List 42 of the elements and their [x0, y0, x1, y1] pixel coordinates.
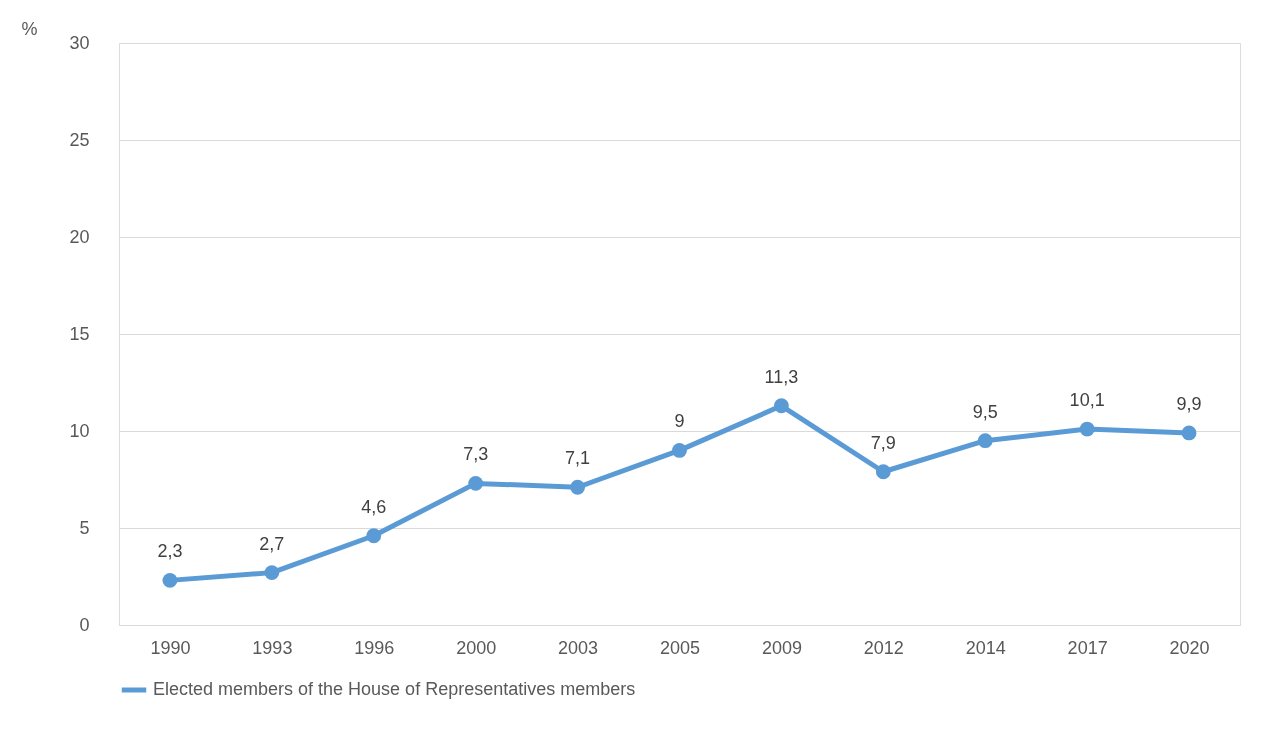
data-label: 9,5: [972, 401, 998, 422]
y-tick-label: 0: [79, 614, 90, 635]
point: [1181, 425, 1197, 441]
data-label: 2,3: [157, 541, 183, 562]
y-axis-title: %: [21, 18, 38, 39]
x-tick-label: 2009: [761, 637, 802, 658]
data-label: 7,1: [565, 448, 591, 469]
point: [875, 464, 891, 480]
y-tick-label: 10: [69, 420, 90, 441]
point: [773, 398, 789, 414]
x-tick-label: 2017: [1067, 637, 1108, 658]
point: [366, 528, 382, 544]
x-tick-label: 2020: [1169, 637, 1210, 658]
x-tick-label: 1993: [252, 637, 293, 658]
data-label: 11,3: [764, 366, 799, 387]
data-label: 2,7: [259, 533, 285, 554]
legend-label: Elected members of the House of Representatives members: [153, 679, 636, 699]
y-tick-label: 25: [69, 129, 90, 150]
data-label: 7,3: [463, 444, 489, 465]
y-tick-label: 15: [69, 323, 90, 344]
point: [468, 475, 484, 491]
x-tick-label: 1990: [150, 637, 191, 658]
data-label: 4,6: [361, 496, 387, 517]
y-tick-label: 20: [69, 226, 90, 247]
data-label: 7,9: [870, 432, 896, 453]
x-tick-label: 2012: [863, 637, 904, 658]
x-tick-label: 2005: [659, 637, 701, 658]
y-tick-label: 30: [69, 32, 90, 53]
x-tick-label: 1996: [354, 637, 395, 658]
point: [264, 565, 280, 581]
point: [162, 572, 178, 588]
x-tick-label: 2003: [558, 637, 599, 658]
x-tick-label: 2000: [456, 637, 497, 658]
x-tick-label: 2014: [965, 637, 1006, 658]
data-label: 9,9: [1176, 393, 1202, 414]
data-label: 10,1: [1069, 390, 1105, 411]
point: [977, 433, 993, 449]
y-tick-label: 5: [79, 517, 90, 538]
data-label: 9: [674, 411, 685, 432]
point: [1079, 421, 1095, 437]
point: [570, 479, 586, 495]
point: [672, 443, 687, 458]
